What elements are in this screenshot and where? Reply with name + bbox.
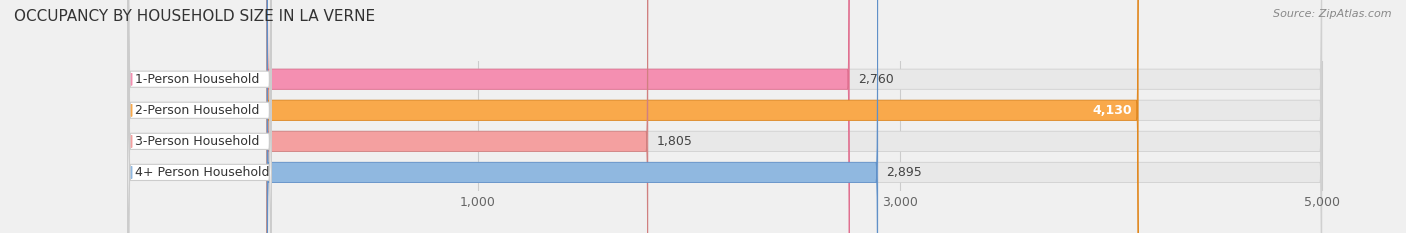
Text: OCCUPANCY BY HOUSEHOLD SIZE IN LA VERNE: OCCUPANCY BY HOUSEHOLD SIZE IN LA VERNE <box>14 9 375 24</box>
Text: 3-Person Household: 3-Person Household <box>135 135 259 148</box>
Text: 2,895: 2,895 <box>886 166 922 179</box>
Text: Source: ZipAtlas.com: Source: ZipAtlas.com <box>1274 9 1392 19</box>
FancyBboxPatch shape <box>267 0 1322 233</box>
Text: 2,760: 2,760 <box>858 73 893 86</box>
FancyBboxPatch shape <box>267 0 648 233</box>
FancyBboxPatch shape <box>267 0 1322 233</box>
Text: 1,805: 1,805 <box>657 135 692 148</box>
Text: 1-Person Household: 1-Person Household <box>135 73 259 86</box>
FancyBboxPatch shape <box>267 0 1322 233</box>
Text: 4,130: 4,130 <box>1092 104 1132 117</box>
FancyBboxPatch shape <box>128 0 271 233</box>
FancyBboxPatch shape <box>128 0 271 233</box>
Text: 2-Person Household: 2-Person Household <box>135 104 259 117</box>
FancyBboxPatch shape <box>267 0 1139 233</box>
Text: 4+ Person Household: 4+ Person Household <box>135 166 269 179</box>
FancyBboxPatch shape <box>128 0 271 233</box>
FancyBboxPatch shape <box>267 0 1322 233</box>
FancyBboxPatch shape <box>267 0 849 233</box>
FancyBboxPatch shape <box>128 0 271 233</box>
FancyBboxPatch shape <box>267 0 877 233</box>
